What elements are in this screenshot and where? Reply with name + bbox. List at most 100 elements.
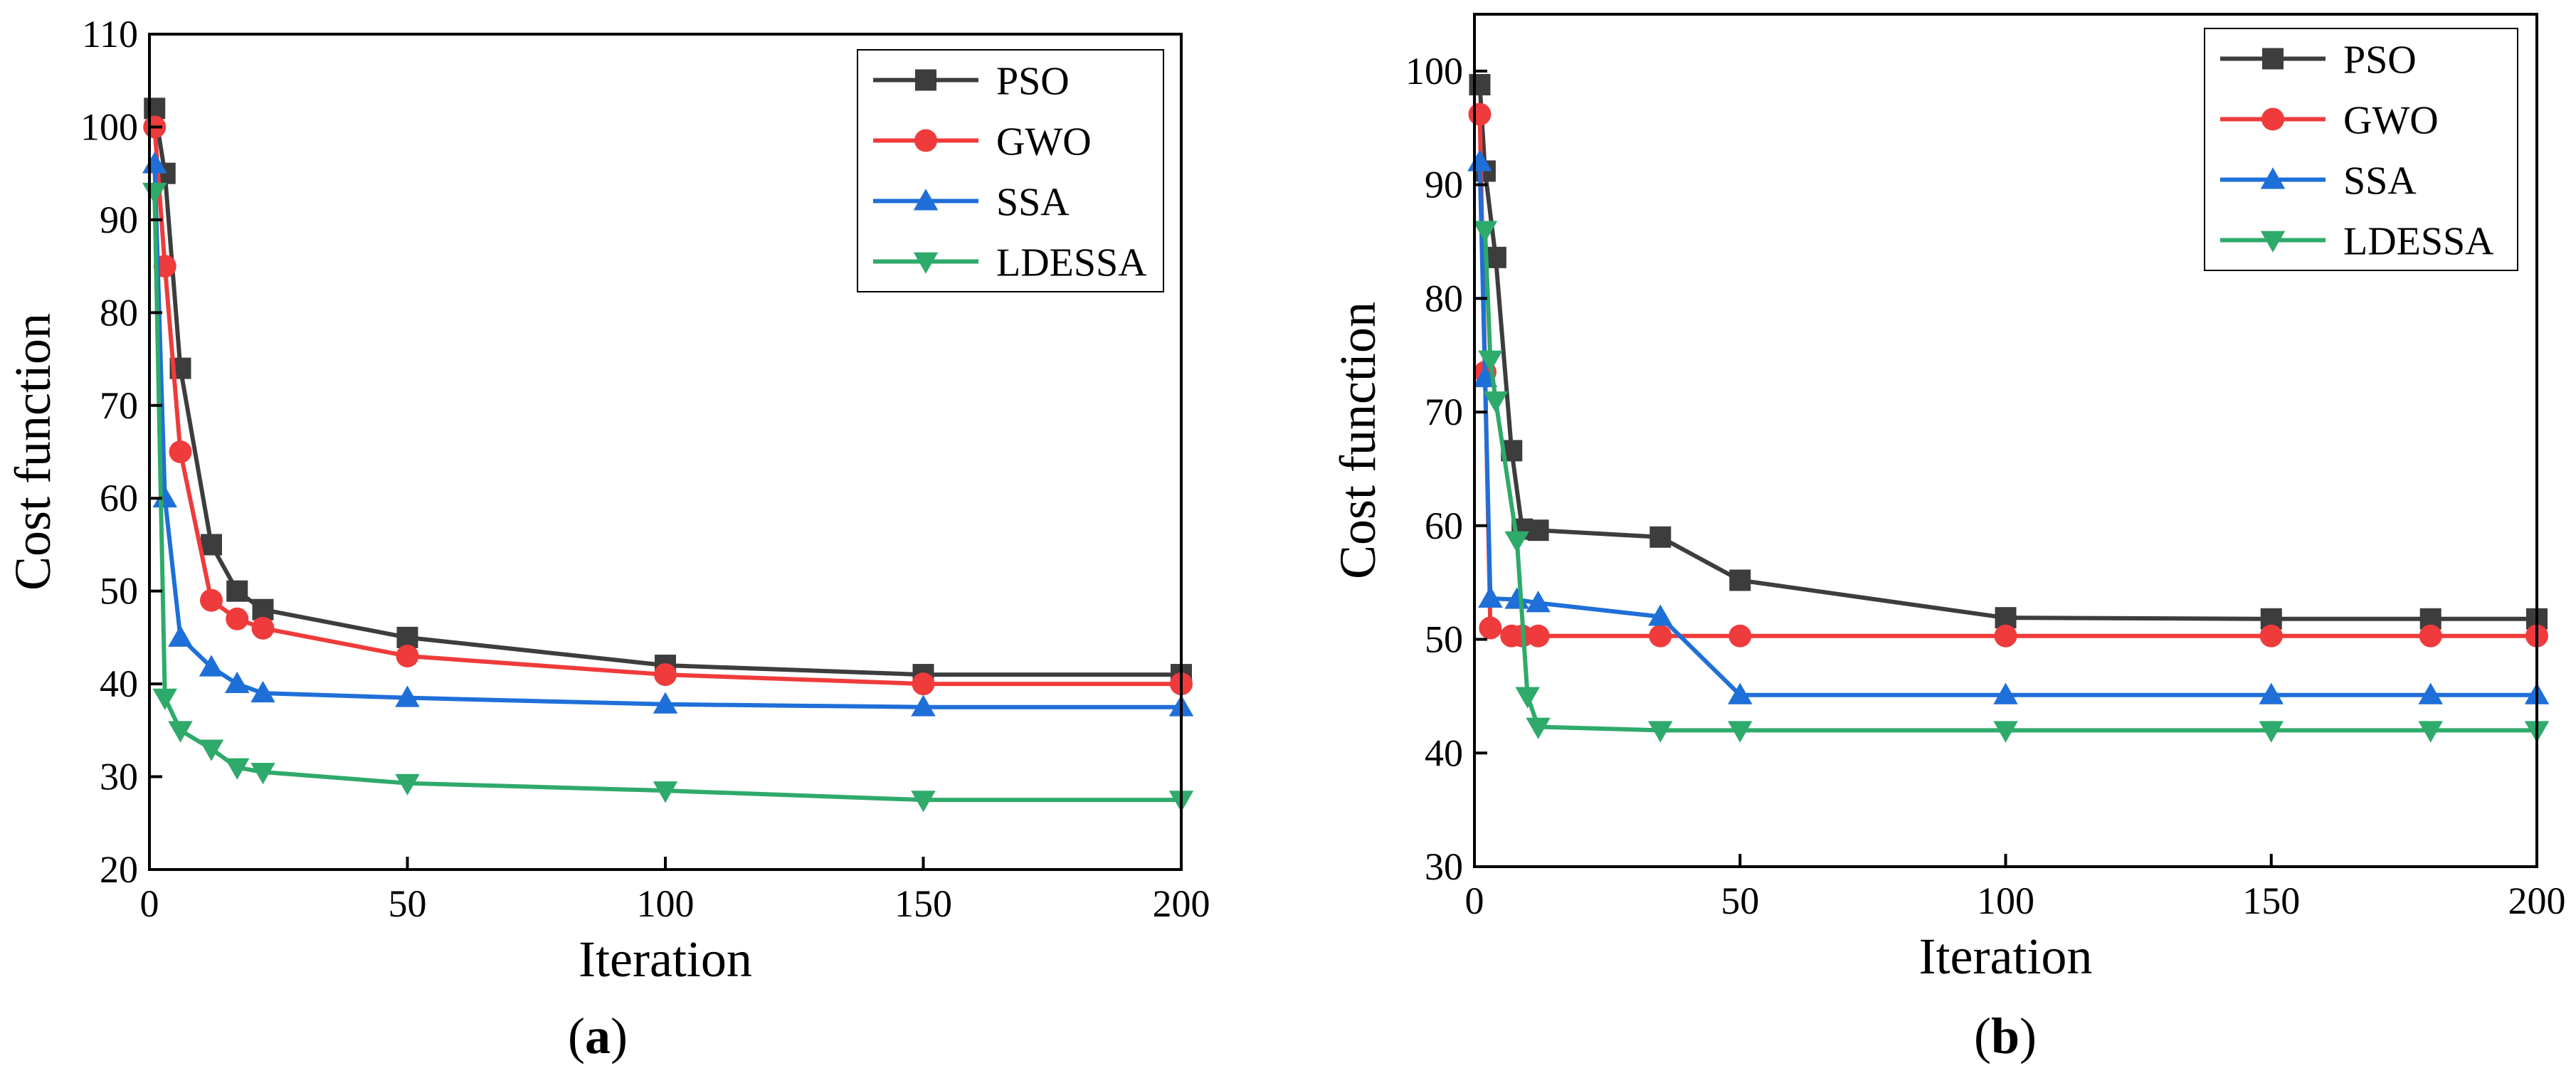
data-point-ssa	[2418, 682, 2443, 704]
legend-box	[2204, 28, 2518, 271]
legend-marker-gwo	[914, 129, 937, 152]
data-point-ldessa	[152, 688, 177, 710]
data-point-ldessa	[653, 781, 678, 803]
data-point-ssa	[395, 685, 420, 707]
data-point-ldessa	[911, 791, 936, 813]
y-tick-label: 110	[82, 13, 138, 56]
y-tick-label: 40	[1425, 731, 1463, 774]
legend-label-pso: PSO	[2343, 38, 2417, 83]
data-point-ldessa	[199, 739, 224, 761]
data-point-ldessa	[2259, 721, 2284, 743]
x-tick-label: 50	[1721, 879, 1759, 922]
x-tick-label: 50	[389, 882, 427, 925]
data-point-ssa	[2259, 682, 2284, 704]
data-point-gwo	[169, 440, 192, 463]
y-tick-label: 60	[100, 477, 138, 519]
caption-paren-close: )	[611, 1008, 628, 1064]
x-tick-label: 100	[1977, 879, 2034, 922]
x-tick-label: 150	[894, 882, 952, 925]
data-point-ldessa	[395, 773, 420, 796]
series-line-pso	[1477, 84, 2537, 621]
data-point-ssa	[911, 694, 936, 717]
data-point-ssa	[1728, 682, 1753, 704]
legend-box	[857, 49, 1164, 292]
y-tick-label: 20	[100, 848, 138, 891]
data-point-ssa	[1526, 591, 1551, 613]
y-axis-label: Cost function	[4, 313, 61, 591]
y-tick-label: 70	[100, 384, 138, 427]
data-point-gwo	[2259, 624, 2283, 648]
data-point-gwo	[251, 616, 275, 640]
y-tick-label: 60	[1425, 504, 1463, 547]
y-tick-label: 30	[100, 756, 138, 798]
data-point-ssa	[168, 625, 193, 647]
legend-marker-ldessa	[2260, 231, 2286, 253]
data-point-ldessa	[1728, 721, 1753, 743]
series-gwo-a	[143, 115, 1193, 696]
data-point-pso	[1729, 569, 1751, 591]
y-tick-label: 50	[100, 570, 138, 613]
x-tick-label: 200	[2508, 879, 2566, 922]
data-point-ssa	[152, 485, 177, 508]
legend-marker-ssa	[913, 189, 939, 211]
caption-a: (a)	[568, 1008, 628, 1064]
legend-marker-ssa	[2260, 167, 2286, 189]
x-axis-label: Iteration	[579, 931, 752, 988]
data-point-pso	[144, 97, 166, 120]
data-point-ssa	[225, 671, 250, 694]
caption-paren-open: (	[1974, 1008, 1991, 1064]
data-point-ldessa	[1526, 717, 1551, 739]
legend-label-ldessa: LDESSA	[2343, 220, 2494, 264]
data-point-gwo	[1649, 624, 1672, 648]
data-point-pso	[1469, 74, 1491, 96]
x-tick-label: 0	[1465, 879, 1484, 922]
data-point-gwo	[1479, 616, 1502, 640]
legend-marker-ldessa	[913, 252, 939, 274]
legend-label-ssa: SSA	[2343, 159, 2417, 204]
y-tick-label: 100	[80, 105, 138, 148]
caption-paren-open: (	[568, 1008, 585, 1064]
chart-a: 0 50 100 150 200 20 30 40 50 60 70 80 90 100 110 Iterat…	[4, 13, 1210, 1064]
series-line-ssa	[152, 164, 1181, 709]
caption-letter: b	[1991, 1008, 2020, 1064]
y-tick-label: 80	[1425, 277, 1463, 319]
legend-label-pso: PSO	[996, 60, 1070, 104]
legend-label-gwo: GWO	[996, 120, 1092, 164]
y-tick-label: 40	[100, 662, 138, 705]
data-point-ldessa	[1483, 391, 1509, 413]
data-point-pso	[396, 626, 418, 648]
data-point-ldessa	[168, 721, 193, 743]
data-point-ssa	[250, 680, 275, 703]
data-point-ssa	[1478, 586, 1503, 608]
y-tick-label: 90	[100, 199, 138, 241]
data-point-gwo	[654, 663, 677, 687]
data-point-ldessa	[250, 763, 275, 785]
y-tick-label: 70	[1425, 391, 1463, 433]
y-tick-label: 100	[1405, 50, 1463, 93]
legend-a: PSO GWO SSA LDESSA	[857, 49, 1164, 292]
legend-marker-gwo	[2261, 107, 2284, 131]
data-point-ssa	[1648, 604, 1673, 626]
data-point-ssa	[199, 655, 224, 677]
series-ssa-a	[142, 152, 1194, 717]
x-tick-label: 100	[637, 882, 695, 925]
data-point-gwo	[1526, 624, 1550, 648]
data-point-pso	[1649, 526, 1672, 548]
legend-marker-pso	[2262, 48, 2284, 70]
data-point-ldessa	[142, 182, 167, 205]
data-point-gwo	[200, 588, 223, 612]
data-point-ldessa	[225, 758, 250, 780]
data-point-ldessa	[1515, 687, 1540, 709]
legend-label-ldessa: LDESSA	[996, 241, 1147, 285]
data-point-ssa	[653, 692, 678, 714]
data-point-pso	[1527, 519, 1549, 542]
y-axis-label: Cost function	[1329, 302, 1386, 579]
caption-letter: a	[585, 1008, 611, 1064]
series-line-ldessa	[1482, 230, 2537, 733]
caption-b: (b)	[1974, 1008, 2037, 1064]
data-point-ldessa	[1472, 221, 1498, 243]
legend-b: PSO GWO SSA LDESSA	[2204, 28, 2518, 271]
series-ssa-b	[1467, 149, 2550, 704]
legend-label-gwo: GWO	[2343, 99, 2439, 143]
